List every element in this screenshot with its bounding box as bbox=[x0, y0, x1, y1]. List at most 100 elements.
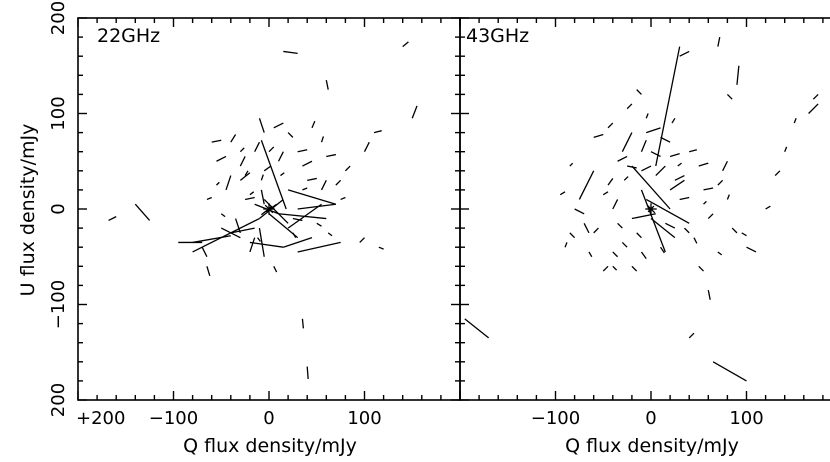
polarization-vector bbox=[626, 103, 633, 110]
polarization-vector bbox=[621, 132, 633, 152]
polarization-vector bbox=[230, 134, 237, 143]
polarization-vector bbox=[302, 187, 308, 191]
polarization-vector bbox=[257, 237, 261, 242]
polarization-vector bbox=[327, 232, 333, 237]
polarization-vector bbox=[669, 152, 680, 158]
polarization-vector bbox=[302, 160, 313, 167]
panel-22ghz-vectors bbox=[108, 41, 418, 380]
polarization-vector bbox=[206, 196, 212, 201]
polarization-vector bbox=[593, 133, 604, 138]
polarization-vector bbox=[784, 146, 788, 152]
polarization-vector bbox=[464, 318, 490, 339]
panel-22ghz: 22GHz Q flux density/mJy bbox=[77, 17, 461, 457]
polarization-vector bbox=[640, 189, 666, 253]
polarization-vector bbox=[297, 203, 336, 210]
panel-22ghz-x-tick-labels: +200 −100 0 100 bbox=[76, 408, 382, 429]
polarization-vector bbox=[774, 170, 781, 177]
x-tick-label: 100 bbox=[729, 408, 763, 429]
polarization-vector bbox=[569, 162, 574, 167]
polarization-vector bbox=[244, 196, 255, 201]
polarization-vector bbox=[631, 265, 638, 272]
polarization-vector bbox=[707, 213, 714, 220]
x-tick-label: 0 bbox=[645, 408, 656, 429]
polarization-vector bbox=[320, 136, 325, 143]
polarization-vector bbox=[363, 141, 370, 152]
polarization-vector bbox=[693, 237, 698, 244]
polarization-vector bbox=[574, 208, 585, 215]
polarization-vector bbox=[669, 179, 685, 191]
polarization-vector bbox=[645, 113, 649, 119]
polarization-vector bbox=[640, 139, 647, 152]
polarization-vector bbox=[679, 50, 690, 57]
polarization-vector bbox=[301, 318, 305, 329]
polarization-vector bbox=[612, 251, 619, 258]
polarization-vector bbox=[607, 122, 614, 129]
polarization-vector bbox=[559, 191, 566, 196]
polarization-vector bbox=[268, 146, 275, 153]
polarization-vector bbox=[564, 242, 568, 248]
polarization-vector bbox=[674, 174, 685, 181]
polarization-vector bbox=[278, 213, 327, 220]
polarization-vector bbox=[402, 41, 409, 48]
polarization-vector bbox=[311, 120, 316, 129]
polarization-vector bbox=[689, 149, 697, 153]
polarization-vector bbox=[698, 162, 709, 167]
panel-43ghz: 43GHz Q flux density/mJy bbox=[459, 17, 830, 457]
polarization-vector bbox=[411, 105, 418, 119]
panel-43ghz-ticks bbox=[459, 17, 824, 401]
polarization-vector bbox=[273, 122, 284, 129]
panel-43ghz-frame bbox=[459, 17, 830, 401]
polarization-vector bbox=[206, 266, 211, 277]
polarization-vector bbox=[287, 189, 337, 205]
polarization-vector bbox=[671, 117, 676, 124]
polarization-vector bbox=[273, 266, 278, 273]
polarization-vector bbox=[588, 251, 593, 258]
polarization-vector bbox=[225, 175, 232, 191]
polarization-vector bbox=[277, 151, 284, 162]
polarization-vector bbox=[287, 203, 322, 229]
x-tick-label: −100 bbox=[531, 408, 580, 429]
polarization-vector bbox=[793, 118, 797, 124]
polarization-vector bbox=[192, 217, 260, 253]
panel-43ghz-x-tick-labels: −100 0 100 bbox=[531, 408, 764, 429]
polarization-vector bbox=[283, 237, 313, 248]
y-tick-labels: 200 100 0 −100 200 bbox=[48, 1, 69, 417]
polarization-vector bbox=[335, 179, 342, 186]
polarization-vector bbox=[646, 127, 661, 134]
polarization-vector bbox=[344, 165, 351, 172]
x-tick-label: 100 bbox=[347, 408, 381, 429]
polarization-vector bbox=[134, 203, 151, 221]
polarization-vector bbox=[263, 198, 289, 224]
polarization-vector bbox=[239, 147, 245, 153]
polarization-vector bbox=[297, 241, 341, 253]
polarization-vector bbox=[569, 232, 576, 239]
polarization-vector bbox=[612, 199, 619, 210]
polarization-vector bbox=[731, 227, 738, 234]
panel-22ghz-x-label: Q flux density/mJy bbox=[183, 435, 357, 457]
polarization-vector bbox=[712, 361, 747, 382]
y-tick-label: 0 bbox=[48, 203, 69, 214]
polarization-vector bbox=[602, 265, 609, 272]
polarization-vector bbox=[297, 149, 308, 153]
polarization-vector bbox=[655, 165, 666, 177]
polarization-vector bbox=[640, 251, 647, 260]
polarization-vector bbox=[636, 89, 642, 95]
y-axis-label: U flux density/mJy bbox=[17, 124, 39, 297]
polarization-vector bbox=[249, 237, 256, 253]
panel-43ghz-x-label: Q flux density/mJy bbox=[565, 435, 739, 457]
polarization-vector bbox=[631, 165, 671, 210]
x-tick-label: −100 bbox=[149, 408, 198, 429]
polarization-vector bbox=[280, 172, 285, 177]
panel-43ghz-title: 43GHz bbox=[466, 25, 529, 47]
polarization-vector bbox=[583, 223, 590, 234]
polarization-vector bbox=[201, 246, 208, 258]
polarization-vector bbox=[340, 196, 346, 201]
polarization-vector bbox=[220, 213, 226, 218]
polarization-vector bbox=[306, 366, 309, 380]
polarization-vector bbox=[688, 332, 695, 339]
polarization-vector bbox=[326, 153, 336, 158]
polarization-vector bbox=[726, 93, 733, 100]
polarization-vector bbox=[679, 196, 690, 201]
polarization-vector bbox=[258, 118, 265, 133]
